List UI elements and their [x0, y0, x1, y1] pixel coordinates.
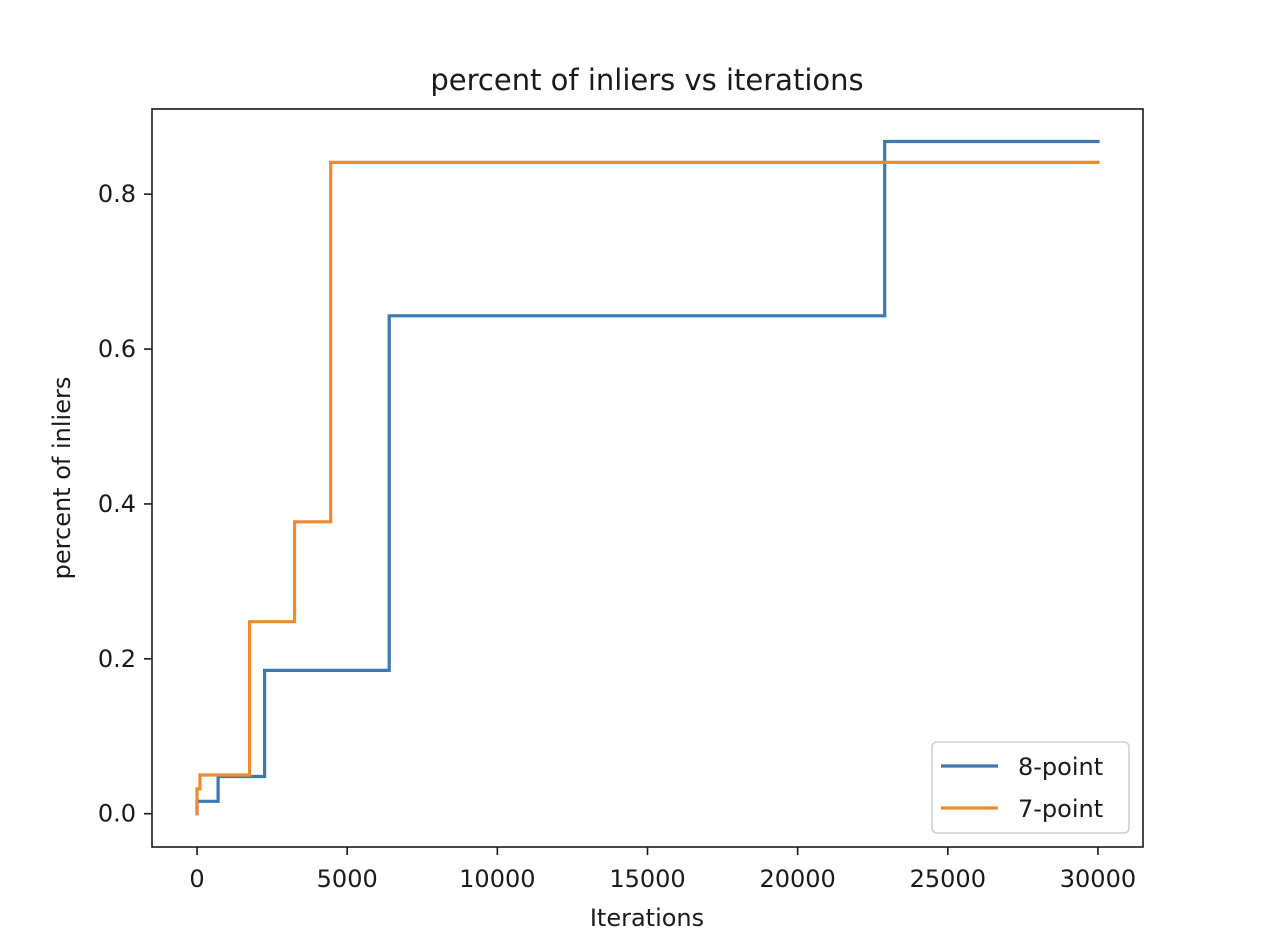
x-tick-label: 5000 [317, 865, 378, 893]
legend-label-7-point: 7-point [1018, 795, 1103, 823]
x-tick-label: 0 [189, 865, 204, 893]
x-axis-label: Iterations [590, 904, 704, 932]
legend-label-8-point: 8-point [1018, 753, 1103, 781]
y-tick-label: 0.2 [98, 645, 136, 673]
y-tick-label: 0.4 [98, 490, 136, 518]
y-tick-label: 0.8 [98, 180, 136, 208]
x-tick-label: 15000 [609, 865, 685, 893]
x-tick-label: 30000 [1060, 865, 1136, 893]
x-tick-label: 10000 [459, 865, 535, 893]
plot-frame [151, 108, 1144, 848]
x-tick-label: 20000 [759, 865, 835, 893]
y-tick-label: 0.6 [98, 335, 136, 363]
series-line-8-point [195, 139, 1100, 816]
chart-title: percent of inliers vs iterations [430, 63, 863, 97]
x-axis: 0 5000 10000 15000 20000 25000 30000 [189, 847, 1136, 893]
y-axis-label: percent of inliers [48, 377, 76, 580]
x-tick-label: 25000 [910, 865, 986, 893]
y-tick-label: 0.0 [98, 800, 136, 828]
y-axis: 0.0 0.2 0.4 0.6 0.8 [98, 180, 152, 828]
series-line-7-point [195, 160, 1100, 816]
legend: 8-point 7-point [931, 741, 1130, 834]
plot-lines [195, 139, 1100, 816]
